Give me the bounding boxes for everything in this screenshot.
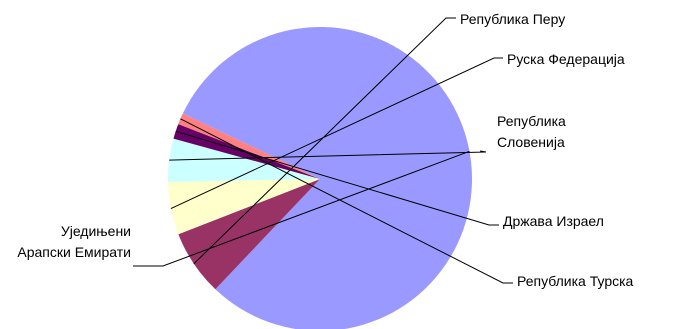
slice-label-line: Арапски Емирати	[17, 244, 131, 260]
labels-layer: Уједињени Арапски Емирати Република Перу Ру…	[17, 11, 633, 289]
slice-label-line: Уједињени	[61, 223, 131, 239]
leader-line-република-словенија	[169, 150, 487, 161]
pie-slice-република-турска	[178, 113, 320, 179]
leader-line-република-перу	[193, 17, 456, 265]
slice-label-line: Држава Израел	[503, 213, 604, 229]
slices-layer	[167, 27, 472, 329]
pie-slice-република-словенија	[167, 138, 320, 183]
slice-label-line: Република Турска	[517, 273, 634, 289]
slice-label-република-турска: Република Турска	[517, 273, 634, 289]
leader-lines-layer	[133, 17, 513, 284]
slice-label-руска-федерација: Руска Федерација	[507, 51, 625, 67]
slice-label-line: Руска Федерација	[507, 51, 625, 67]
leader-line-држава-израел	[175, 130, 499, 226]
slice-label-line: Република	[497, 113, 566, 129]
slice-label-република-перу: Република Перу	[460, 11, 565, 27]
leader-line-република-турска	[180, 118, 513, 284]
leader-line-руска-федерација	[170, 57, 503, 210]
slice-label-уједињени-арапски-емирати: Уједињени Арапски Емирати	[17, 223, 131, 260]
leader-line-уједињени-арапски-емирати	[133, 150, 470, 267]
pie-slice-држава-израел	[173, 124, 320, 179]
slice-label-република-словенија: Република Словенија	[497, 113, 566, 150]
slice-label-line: Словенија	[497, 134, 565, 150]
pie-slice-руска-федерација	[168, 179, 320, 235]
slice-label-држава-израел: Држава Израел	[503, 213, 604, 229]
slice-label-line: Република Перу	[460, 11, 565, 27]
pie-slice-уједињени-арапски-емирати	[182, 27, 472, 329]
